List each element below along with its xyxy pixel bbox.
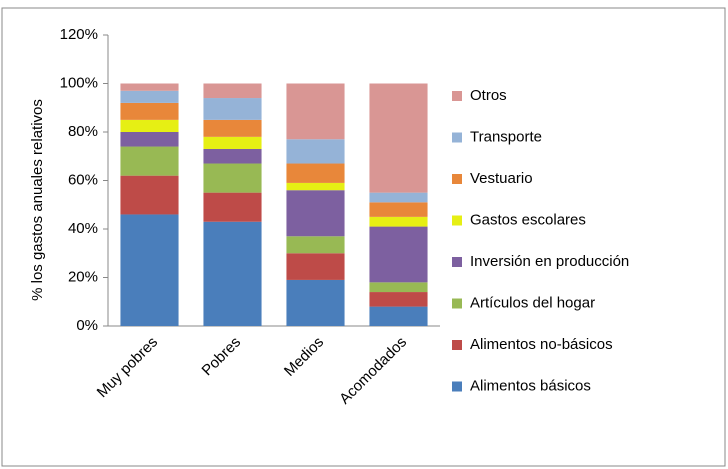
bar-segment xyxy=(120,119,179,132)
bar-segment xyxy=(369,202,428,217)
y-tick-label: 80% xyxy=(68,123,98,140)
legend-swatch xyxy=(452,91,462,101)
bar-segment xyxy=(369,226,428,283)
bar-segment xyxy=(286,139,345,164)
legend-swatch xyxy=(452,132,462,143)
bar-segment xyxy=(369,192,428,203)
bar-segment xyxy=(203,163,262,193)
y-axis-label: % los gastos anuales relativos xyxy=(29,99,46,301)
bar-segment xyxy=(120,175,179,215)
bar-segment xyxy=(203,221,262,326)
bar-segment xyxy=(369,292,428,307)
legend-label: Alimentos básicos xyxy=(470,377,591,394)
bar-segment xyxy=(369,282,428,293)
bar-segment xyxy=(286,236,345,254)
bar-segment xyxy=(286,279,345,326)
bar-segment xyxy=(369,83,428,193)
legend-swatch xyxy=(452,215,462,226)
legend-label: Gastos escolares xyxy=(470,211,586,228)
y-tick-label: 120% xyxy=(60,26,98,43)
bar-segment xyxy=(120,132,179,147)
legend-swatch xyxy=(452,174,462,184)
legend-label: Inversión en producción xyxy=(470,253,629,270)
legend-swatch xyxy=(452,257,462,267)
bar-segment xyxy=(120,214,179,326)
legend-label: Transporte xyxy=(470,128,542,145)
legend-label: Artículos del hogar xyxy=(470,294,595,311)
bar-segment xyxy=(203,98,262,120)
bar-segment xyxy=(203,136,262,149)
bar-segment xyxy=(203,119,262,137)
legend-label: Vestuario xyxy=(470,170,533,187)
bar-segment xyxy=(120,83,179,91)
bar-segment xyxy=(120,146,179,176)
bar-segment xyxy=(286,253,345,280)
bar-segment xyxy=(286,83,345,140)
legend-swatch xyxy=(452,340,462,350)
y-tick-label: 60% xyxy=(68,171,98,188)
bar-segment xyxy=(286,163,345,183)
legend-swatch xyxy=(452,298,462,309)
y-tick-label: 20% xyxy=(68,268,98,285)
bar-segment xyxy=(203,148,262,164)
y-tick-label: 100% xyxy=(60,74,98,91)
bar-segment xyxy=(286,190,345,237)
legend-swatch xyxy=(452,381,462,392)
bar-segment xyxy=(369,306,428,326)
bar-segment xyxy=(120,90,179,103)
bar-segment xyxy=(120,102,179,120)
legend-label: Otros xyxy=(470,87,507,104)
y-tick-label: 0% xyxy=(76,317,98,334)
legend-label: Alimentos no-básicos xyxy=(470,336,613,353)
bar-segment xyxy=(203,192,262,222)
chart-frame xyxy=(1,7,726,467)
bar-segment xyxy=(369,216,428,227)
bar-segment xyxy=(203,83,262,99)
y-tick-label: 40% xyxy=(68,220,98,237)
bar-segment xyxy=(286,182,345,191)
